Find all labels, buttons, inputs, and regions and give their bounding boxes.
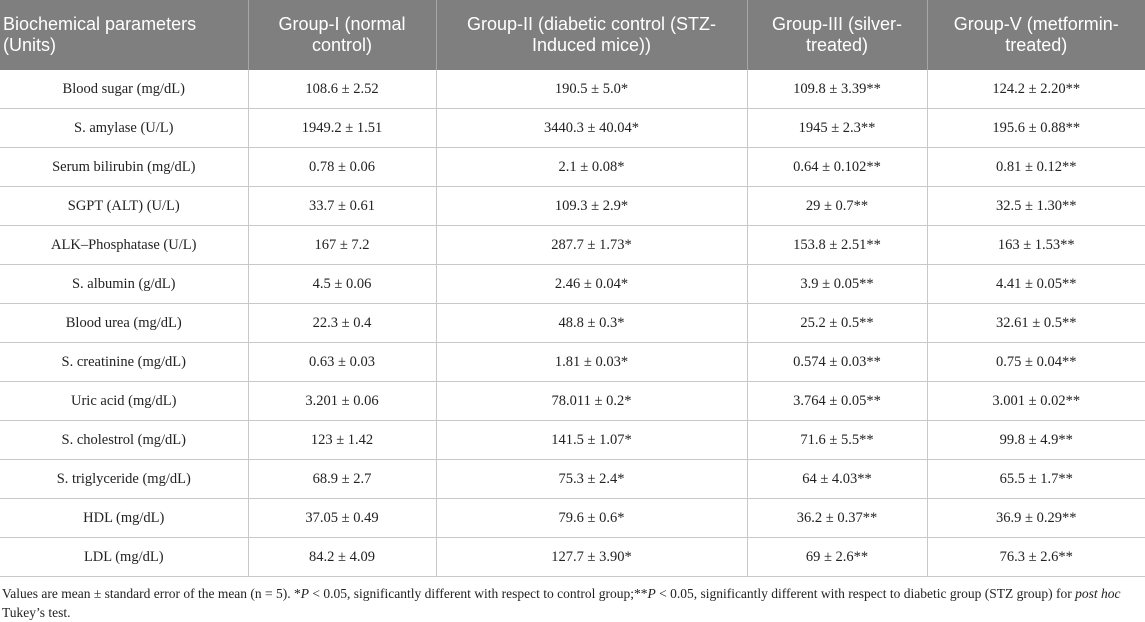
footnote-text: Tukey’s test. (2, 605, 71, 620)
parameter-name-cell: Uric acid (mg/dL) (0, 381, 249, 421)
value-cell: 190.5 ± 5.0* (436, 70, 748, 109)
footnote-text: Values are mean ± standard error of the … (2, 586, 301, 601)
value-cell: 3.9 ± 0.05** (747, 264, 928, 304)
footnote-p-symbol: P (300, 586, 310, 601)
parameter-name-cell: S. creatinine (mg/dL) (0, 342, 249, 382)
value-cell: 75.3 ± 2.4* (436, 459, 748, 499)
value-cell: 65.5 ± 1.7** (927, 459, 1145, 499)
table-footnote: Values are mean ± standard error of the … (0, 577, 1145, 622)
table-row: Blood urea (mg/dL) 22.3 ± 0.4 48.8 ± 0.3* 2… (0, 303, 1145, 343)
table-row: ALK–Phosphatase (U/L) 167 ± 7.2 287.7 ± 1.… (0, 225, 1145, 265)
header-cell: Group-II (diabetic control (STZ-Induced … (436, 0, 748, 70)
value-cell: 25.2 ± 0.5** (747, 303, 928, 343)
parameter-name-cell: Serum bilirubin (mg/dL) (0, 147, 249, 187)
header-cell: Group-V (metformin-treated) (927, 0, 1145, 70)
value-cell: 3.201 ± 0.06 (248, 381, 437, 421)
header-cell: Group-III (silver-treated) (747, 0, 928, 70)
value-cell: 109.3 ± 2.9* (436, 186, 748, 226)
value-cell: 123 ± 1.42 (248, 420, 437, 460)
table-row: S. albumin (g/dL) 4.5 ± 0.06 2.46 ± 0.04* 3… (0, 264, 1145, 304)
table-row: S. amylase (U/L) 1949.2 ± 1.51 3440.3 ± 40… (0, 108, 1145, 148)
parameter-name-cell: S. cholestrol (mg/dL) (0, 420, 249, 460)
value-cell: 36.2 ± 0.37** (747, 498, 928, 538)
value-cell: 4.5 ± 0.06 (248, 264, 437, 304)
value-cell: 127.7 ± 3.90* (436, 537, 748, 577)
value-cell: 108.6 ± 2.52 (248, 70, 437, 109)
value-cell: 3440.3 ± 40.04* (436, 108, 748, 148)
value-cell: 0.78 ± 0.06 (248, 147, 437, 187)
value-cell: 79.6 ± 0.6* (436, 498, 748, 538)
table-row: Serum bilirubin (mg/dL) 0.78 ± 0.06 2.1 ± … (0, 147, 1145, 187)
value-cell: 78.011 ± 0.2* (436, 381, 748, 421)
table-row: Uric acid (mg/dL) 3.201 ± 0.06 78.011 ± 0.… (0, 381, 1145, 421)
value-cell: 1.81 ± 0.03* (436, 342, 748, 382)
value-cell: 0.81 ± 0.12** (927, 147, 1145, 187)
value-cell: 71.6 ± 5.5** (747, 420, 928, 460)
footnote-text: < 0.05, significantly different with res… (655, 586, 1076, 601)
value-cell: 167 ± 7.2 (248, 225, 437, 265)
value-cell: 1949.2 ± 1.51 (248, 108, 437, 148)
value-cell: 0.64 ± 0.102** (747, 147, 928, 187)
value-cell: 99.8 ± 4.9** (927, 420, 1145, 460)
table-row: SGPT (ALT) (U/L) 33.7 ± 0.61 109.3 ± 2.9* 2… (0, 186, 1145, 226)
value-cell: 109.8 ± 3.39** (747, 70, 928, 109)
value-cell: 124.2 ± 2.20** (927, 70, 1145, 109)
value-cell: 3.764 ± 0.05** (747, 381, 928, 421)
value-cell: 195.6 ± 0.88** (927, 108, 1145, 148)
value-cell: 76.3 ± 2.6** (927, 537, 1145, 577)
value-cell: 141.5 ± 1.07* (436, 420, 748, 460)
value-cell: 3.001 ± 0.02** (927, 381, 1145, 421)
value-cell: 37.05 ± 0.49 (248, 498, 437, 538)
value-cell: 32.61 ± 0.5** (927, 303, 1145, 343)
value-cell: 64 ± 4.03** (747, 459, 928, 499)
value-cell: 2.1 ± 0.08* (436, 147, 748, 187)
parameter-name-cell: S. amylase (U/L) (0, 108, 249, 148)
footnote-p-symbol: P (647, 586, 656, 601)
table-row: Blood sugar (mg/dL) 108.6 ± 2.52 190.5 ± 5… (0, 70, 1145, 109)
parameter-name-cell: Blood sugar (mg/dL) (0, 70, 249, 109)
value-cell: 29 ± 0.7** (747, 186, 928, 226)
parameter-name-cell: LDL (mg/dL) (0, 537, 249, 577)
biochemical-parameters-table: Biochemical parameters (Units) Group-I (… (0, 0, 1145, 577)
parameter-name-cell: SGPT (ALT) (U/L) (0, 186, 249, 226)
value-cell: 68.9 ± 2.7 (248, 459, 437, 499)
footnote-post-hoc: post hoc (1075, 586, 1121, 601)
value-cell: 1945 ± 2.3** (747, 108, 928, 148)
value-cell: 69 ± 2.6** (747, 537, 928, 577)
table-row: HDL (mg/dL) 37.05 ± 0.49 79.6 ± 0.6* 36.2 ±… (0, 498, 1145, 538)
parameter-name-cell: HDL (mg/dL) (0, 498, 249, 538)
value-cell: 153.8 ± 2.51** (747, 225, 928, 265)
parameter-name-cell: S. albumin (g/dL) (0, 264, 249, 304)
header-cell: Biochemical parameters (Units) (0, 0, 249, 70)
value-cell: 48.8 ± 0.3* (436, 303, 748, 343)
value-cell: 2.46 ± 0.04* (436, 264, 748, 304)
value-cell: 287.7 ± 1.73* (436, 225, 748, 265)
table-body: Blood sugar (mg/dL) 108.6 ± 2.52 190.5 ± 5… (0, 70, 1145, 577)
parameter-name-cell: ALK–Phosphatase (U/L) (0, 225, 249, 265)
header-cell: Group-I (normal control) (248, 0, 437, 70)
footnote-text: < 0.05, significantly different with res… (309, 586, 648, 601)
table-row: LDL (mg/dL) 84.2 ± 4.09 127.7 ± 3.90* 69 ± … (0, 537, 1145, 577)
value-cell: 36.9 ± 0.29** (927, 498, 1145, 538)
header-row: Biochemical parameters (Units) Group-I (… (0, 0, 1145, 70)
value-cell: 0.75 ± 0.04** (927, 342, 1145, 382)
value-cell: 0.574 ± 0.03** (747, 342, 928, 382)
table-row: S. triglyceride (mg/dL) 68.9 ± 2.7 75.3 ± … (0, 459, 1145, 499)
value-cell: 163 ± 1.53** (927, 225, 1145, 265)
table-row: S. cholestrol (mg/dL) 123 ± 1.42 141.5 ± 1… (0, 420, 1145, 460)
parameter-name-cell: Blood urea (mg/dL) (0, 303, 249, 343)
table-row: S. creatinine (mg/dL) 0.63 ± 0.03 1.81 ± 0… (0, 342, 1145, 382)
value-cell: 4.41 ± 0.05** (927, 264, 1145, 304)
parameter-name-cell: S. triglyceride (mg/dL) (0, 459, 249, 499)
value-cell: 22.3 ± 0.4 (248, 303, 437, 343)
value-cell: 84.2 ± 4.09 (248, 537, 437, 577)
value-cell: 0.63 ± 0.03 (248, 342, 437, 382)
value-cell: 32.5 ± 1.30** (927, 186, 1145, 226)
value-cell: 33.7 ± 0.61 (248, 186, 437, 226)
